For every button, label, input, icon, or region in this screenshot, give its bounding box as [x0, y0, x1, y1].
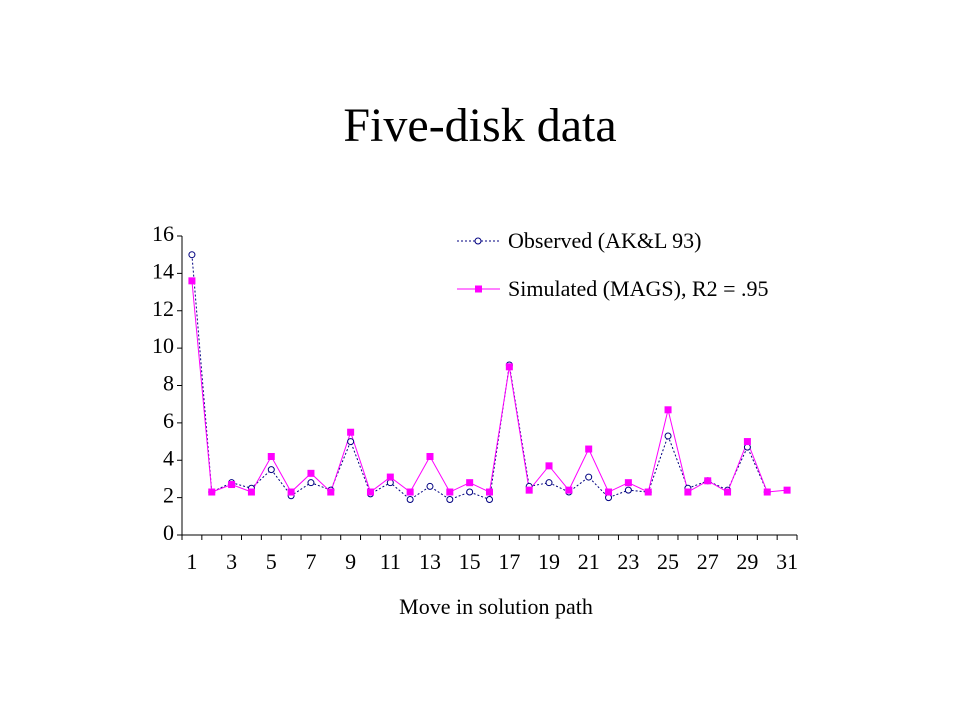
x-tick-label: 13 — [419, 549, 441, 574]
data-point — [446, 488, 454, 496]
series-line — [191, 254, 768, 501]
data-point — [624, 479, 632, 487]
legend-label: Observed (AK&L 93) — [508, 228, 701, 253]
data-point — [664, 432, 672, 440]
data-point — [783, 486, 791, 494]
data-point — [525, 486, 533, 494]
data-point — [724, 488, 732, 496]
x-tick-label: 3 — [226, 549, 237, 574]
x-tick-label: 7 — [305, 549, 316, 574]
data-point — [704, 477, 712, 485]
data-point — [585, 445, 593, 453]
data-point — [486, 495, 493, 503]
data-point — [386, 479, 394, 487]
data-point — [366, 488, 374, 496]
x-tick-label: 23 — [617, 549, 639, 574]
data-point — [624, 486, 632, 494]
data-point — [545, 462, 553, 470]
data-point — [763, 488, 771, 496]
y-tick-label: 10 — [152, 333, 174, 358]
data-point — [505, 363, 513, 371]
x-tick-label: 25 — [657, 549, 679, 574]
data-point — [208, 488, 216, 496]
data-point — [446, 495, 454, 503]
data-point — [605, 494, 613, 502]
x-tick-label: 19 — [538, 549, 560, 574]
x-tick-label: 29 — [736, 549, 758, 574]
data-point — [247, 488, 255, 496]
slide-title: Five-disk data — [343, 99, 616, 152]
series-line — [191, 280, 788, 493]
x-tick-label: 21 — [578, 549, 600, 574]
y-tick-label: 12 — [152, 296, 174, 321]
y-tick-label: 6 — [163, 408, 174, 433]
data-point — [426, 482, 434, 490]
x-tick-label: 27 — [697, 549, 719, 574]
data-point — [644, 488, 652, 496]
data-point — [406, 488, 414, 496]
data-point — [347, 428, 355, 436]
data-point — [565, 486, 573, 494]
data-point — [307, 469, 315, 477]
y-tick-label: 2 — [163, 483, 174, 508]
data-point — [307, 479, 315, 487]
legend-marker — [474, 237, 482, 245]
data-point — [267, 453, 275, 461]
data-point — [347, 438, 355, 446]
data-point — [743, 438, 751, 446]
data-point — [545, 479, 553, 487]
y-tick-label: 16 — [152, 221, 174, 246]
data-point — [664, 406, 672, 414]
data-point — [466, 488, 474, 496]
data-point — [684, 488, 692, 496]
y-tick-label: 0 — [163, 520, 174, 545]
x-tick-label: 17 — [498, 549, 520, 574]
data-point — [327, 488, 335, 496]
x-axis-label: Move in solution path — [399, 594, 593, 619]
y-tick-label: 14 — [152, 258, 174, 283]
x-tick-label: 5 — [266, 549, 277, 574]
data-point — [188, 277, 196, 285]
data-point — [486, 488, 493, 496]
y-tick-label: 8 — [163, 371, 174, 396]
data-point — [466, 479, 474, 487]
data-point — [585, 473, 593, 481]
data-point — [605, 488, 613, 496]
data-point — [287, 488, 295, 496]
x-tick-label: 9 — [345, 549, 356, 574]
x-tick-label: 31 — [776, 549, 798, 574]
data-point — [406, 495, 414, 503]
x-tick-label: 15 — [459, 549, 481, 574]
legend-label: Simulated (MAGS), R2 = .95 — [508, 276, 769, 301]
data-point — [426, 453, 434, 461]
x-tick-label: 11 — [380, 549, 401, 574]
legend-marker — [475, 285, 482, 293]
data-point — [267, 466, 275, 474]
data-point — [228, 481, 236, 489]
data-point — [743, 443, 751, 451]
y-tick-label: 4 — [163, 445, 174, 470]
data-point — [188, 251, 196, 259]
x-tick-label: 1 — [186, 549, 197, 574]
data-point — [386, 473, 394, 481]
